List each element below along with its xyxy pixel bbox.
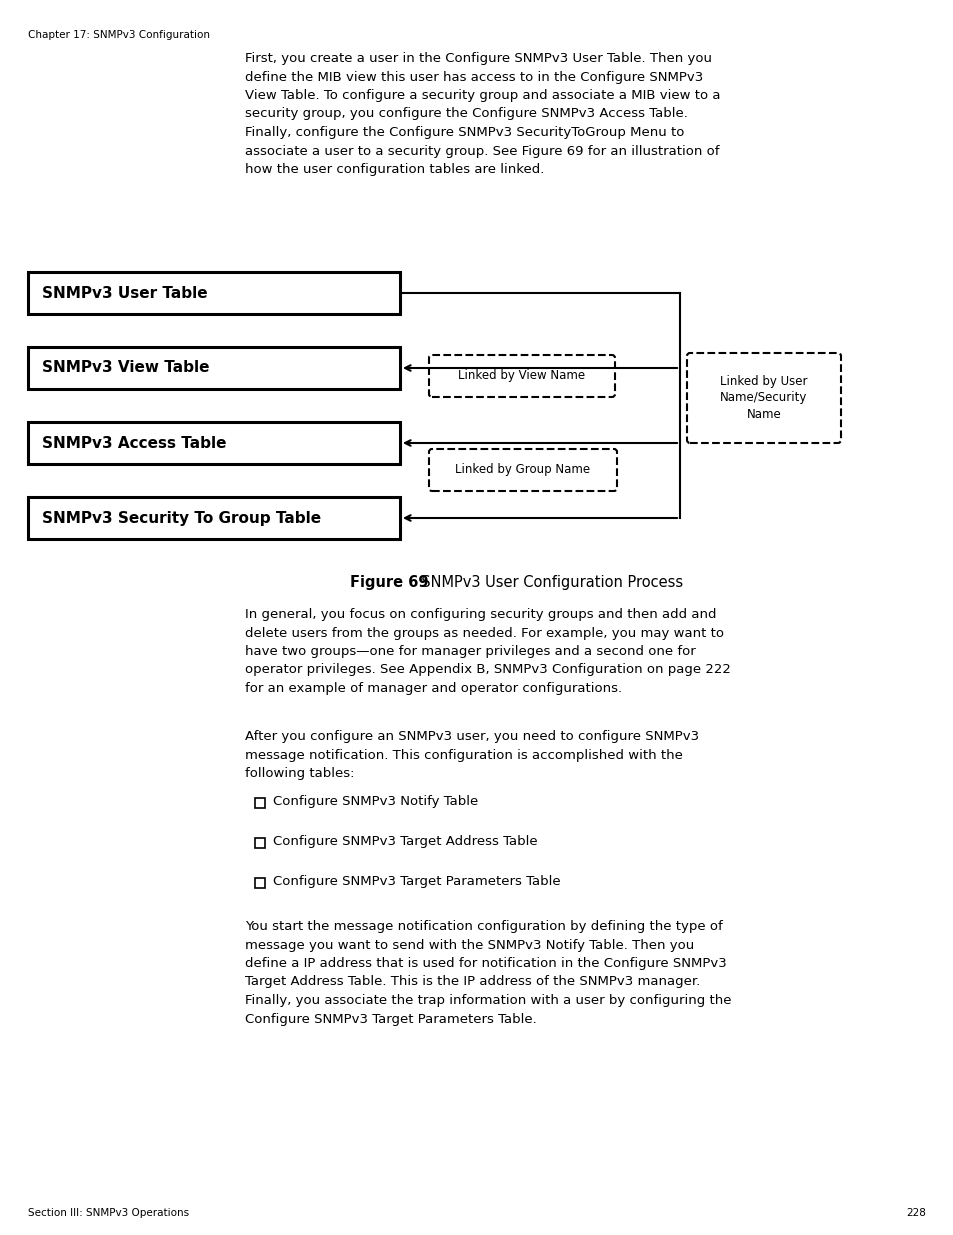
Bar xyxy=(28,496,399,538)
FancyBboxPatch shape xyxy=(429,450,617,492)
Text: Linked by View Name: Linked by View Name xyxy=(458,369,585,383)
Text: SNMPv3 User Configuration Process: SNMPv3 User Configuration Process xyxy=(412,576,682,590)
Text: Section III: SNMPv3 Operations: Section III: SNMPv3 Operations xyxy=(28,1208,189,1218)
Bar xyxy=(254,839,265,848)
Text: SNMPv3 User Table: SNMPv3 User Table xyxy=(42,285,208,300)
Text: SNMPv3 Access Table: SNMPv3 Access Table xyxy=(42,436,226,451)
Text: Configure SNMPv3 Target Address Table: Configure SNMPv3 Target Address Table xyxy=(273,835,537,848)
Bar xyxy=(28,347,399,389)
Text: SNMPv3 Security To Group Table: SNMPv3 Security To Group Table xyxy=(42,510,321,526)
Text: SNMPv3 View Table: SNMPv3 View Table xyxy=(42,361,210,375)
Bar xyxy=(254,798,265,808)
Text: Chapter 17: SNMPv3 Configuration: Chapter 17: SNMPv3 Configuration xyxy=(28,30,210,40)
Bar xyxy=(254,878,265,888)
Text: First, you create a user in the Configure SNMPv3 User Table. Then you
define the: First, you create a user in the Configur… xyxy=(245,52,720,177)
Text: Configure SNMPv3 Notify Table: Configure SNMPv3 Notify Table xyxy=(273,795,477,808)
Text: Linked by Group Name: Linked by Group Name xyxy=(455,463,590,477)
Bar xyxy=(28,422,399,464)
FancyBboxPatch shape xyxy=(686,353,841,443)
Text: Linked by User
Name/Security
Name: Linked by User Name/Security Name xyxy=(720,374,807,421)
Text: Configure SNMPv3 Target Parameters Table: Configure SNMPv3 Target Parameters Table xyxy=(273,876,560,888)
Bar xyxy=(28,272,399,314)
Text: You start the message notification configuration by defining the type of
message: You start the message notification confi… xyxy=(245,920,731,1025)
FancyBboxPatch shape xyxy=(429,354,615,396)
Text: In general, you focus on configuring security groups and then add and
delete use: In general, you focus on configuring sec… xyxy=(245,608,730,695)
Text: Figure 69: Figure 69 xyxy=(350,576,428,590)
Text: 228: 228 xyxy=(905,1208,925,1218)
Text: After you configure an SNMPv3 user, you need to configure SNMPv3
message notific: After you configure an SNMPv3 user, you … xyxy=(245,730,699,781)
